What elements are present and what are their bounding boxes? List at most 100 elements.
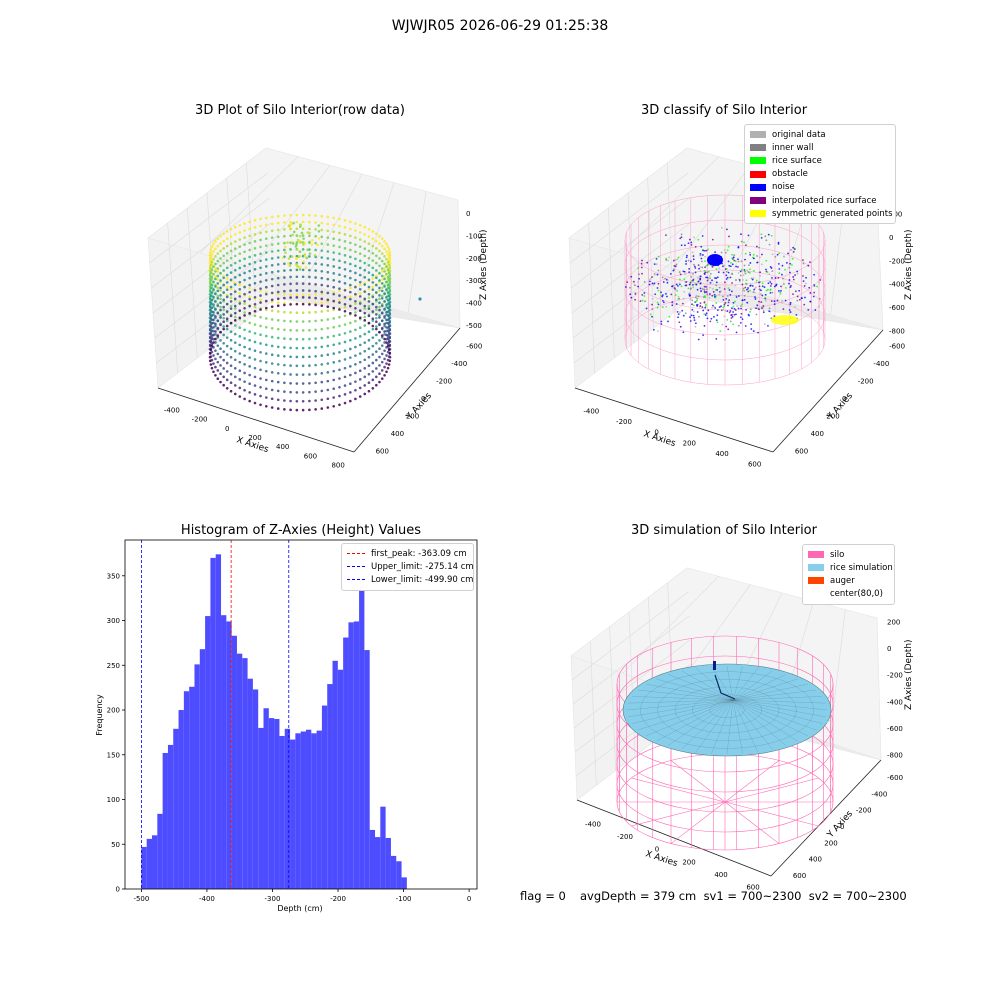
histogram-bar xyxy=(264,708,269,889)
legend-entry: center(80,0) xyxy=(808,588,889,601)
legend-swatch xyxy=(750,157,766,164)
rice-surface xyxy=(623,664,831,756)
histogram-bar xyxy=(141,847,146,889)
legend-label: Upper_limit: -275.14 cm xyxy=(371,562,474,572)
histogram-xlabel: Depth (cm) xyxy=(277,904,322,913)
x-tick-label: 0 xyxy=(467,895,471,903)
z-tick-label: -800 xyxy=(887,752,903,760)
histogram-bar xyxy=(322,706,327,889)
y-tick-label: -600 xyxy=(466,343,482,351)
histogram-bar xyxy=(370,830,375,889)
x-tick-label: -400 xyxy=(164,407,180,415)
histogram-bar xyxy=(327,684,332,889)
z-tick-label: 0 xyxy=(887,645,891,653)
legend-entry: obstacle xyxy=(750,168,890,181)
histogram-legend: first_peak: -363.09 cm Upper_limit: -275.… xyxy=(341,543,474,591)
histogram-bar xyxy=(306,730,311,889)
x-tick-label: 200 xyxy=(682,858,695,866)
histogram-bar xyxy=(253,689,258,889)
histogram-bar xyxy=(386,838,391,889)
x-tick-label: -100 xyxy=(396,895,412,903)
histogram-bar xyxy=(205,616,210,889)
z-tick-label: -400 xyxy=(889,281,905,289)
legend-label: symmetric generated points xyxy=(772,209,893,219)
y-tick-label: 50 xyxy=(111,841,120,849)
y-tick-label: 0 xyxy=(116,886,120,894)
histogram-bar xyxy=(301,732,306,889)
z-tick-label: 0 xyxy=(466,210,470,218)
legend-entry: silo xyxy=(808,548,889,561)
x-tick-label: -200 xyxy=(192,416,208,424)
histogram-bar xyxy=(194,664,199,889)
x-tick-label: 400 xyxy=(714,871,727,879)
x-tick-label: -400 xyxy=(199,895,215,903)
z-tick-label: -400 xyxy=(887,698,903,706)
panel2-title: 3D classify of Silo Interior xyxy=(574,103,874,118)
histogram-bar xyxy=(269,718,274,889)
legend-swatch xyxy=(750,131,766,138)
histogram-bar xyxy=(237,654,242,889)
legend-label: center(80,0) xyxy=(830,589,883,599)
histogram-bars xyxy=(141,554,406,889)
figure-title: WJWJR05 2026-06-29 01:25:38 xyxy=(0,18,1000,34)
z-tick-label: -600 xyxy=(889,304,905,312)
histogram-bar xyxy=(274,719,279,889)
x-tick-label: -200 xyxy=(617,833,633,841)
panel4-title: 3D simulation of Silo Interior xyxy=(574,523,874,538)
x-tick-label: -500 xyxy=(133,895,149,903)
histogram-bar xyxy=(232,636,237,889)
x-tick-label: 800 xyxy=(331,461,344,469)
x-tick-label: 400 xyxy=(276,443,289,451)
y-tick-label: -400 xyxy=(871,790,887,798)
x-tick-label: -400 xyxy=(583,407,599,415)
histogram-bar xyxy=(354,621,359,889)
histogram-ylabel: Frequency xyxy=(95,694,104,736)
x-tick-label: -300 xyxy=(265,895,281,903)
legend-entry: interpolated rice surface xyxy=(750,194,890,207)
histogram-bar xyxy=(396,861,401,889)
panel2-legend: original data inner wall rice surface obsta… xyxy=(744,124,896,224)
panel4-legend: silo rice simulation auger center(80,0) xyxy=(802,544,895,605)
y-tick-label: 300 xyxy=(107,617,120,625)
x-tick-label: 0 xyxy=(225,425,229,433)
legend-line xyxy=(347,579,365,580)
y-tick-label: -200 xyxy=(436,378,452,386)
histogram-bar xyxy=(200,649,205,889)
legend-entry: Upper_limit: -275.14 cm xyxy=(347,560,468,573)
y-tick-label: 400 xyxy=(391,430,404,438)
y-tick-label: 600 xyxy=(795,447,808,455)
histogram-bar xyxy=(375,837,380,889)
legend-label: noise xyxy=(772,182,795,192)
panel2-xlabel: X Axies xyxy=(642,429,677,449)
legend-label: obstacle xyxy=(772,169,808,179)
histogram-bar xyxy=(242,658,247,889)
legend-swatch xyxy=(750,184,766,191)
y-tick-label: 200 xyxy=(824,839,837,847)
legend-swatch xyxy=(750,210,766,217)
z-tick-label: -800 xyxy=(889,327,905,335)
legend-entry: rice surface xyxy=(750,154,890,167)
panel1-title: 3D Plot of Silo Interior(row data) xyxy=(150,103,450,118)
legend-label: rice simulation xyxy=(830,563,893,573)
panel1-zlabel: Z Axies (Depth) xyxy=(479,229,489,300)
y-tick-label: -200 xyxy=(858,378,874,386)
histogram-bar xyxy=(364,650,369,889)
legend-entry: inner wall xyxy=(750,141,890,154)
legend-entry: Lower_limit: -499.90 cm xyxy=(347,573,468,586)
legend-label: rice surface xyxy=(772,156,822,166)
histogram-bar xyxy=(348,622,353,889)
legend-entry: auger xyxy=(808,574,889,587)
legend-entry: original data xyxy=(750,128,890,141)
histogram-bar xyxy=(216,554,221,889)
panel2-zlabel: Z Axies (Depth) xyxy=(904,229,914,300)
x-tick-label: 400 xyxy=(715,450,728,458)
legend-entry: first_peak: -363.09 cm xyxy=(347,547,468,560)
legend-entry: noise xyxy=(750,181,890,194)
y-tick-label: -400 xyxy=(451,360,467,368)
histogram-bar xyxy=(295,733,300,889)
histogram-bar xyxy=(402,877,407,889)
panel1-3d-plot: -400 -200 0 200 400 600 800 600 400 200 0 -200 -400 -… xyxy=(130,130,500,470)
panel2-ylabel: Y Axies xyxy=(825,391,855,423)
histogram-bar xyxy=(179,710,184,889)
histogram-bar xyxy=(163,753,168,889)
